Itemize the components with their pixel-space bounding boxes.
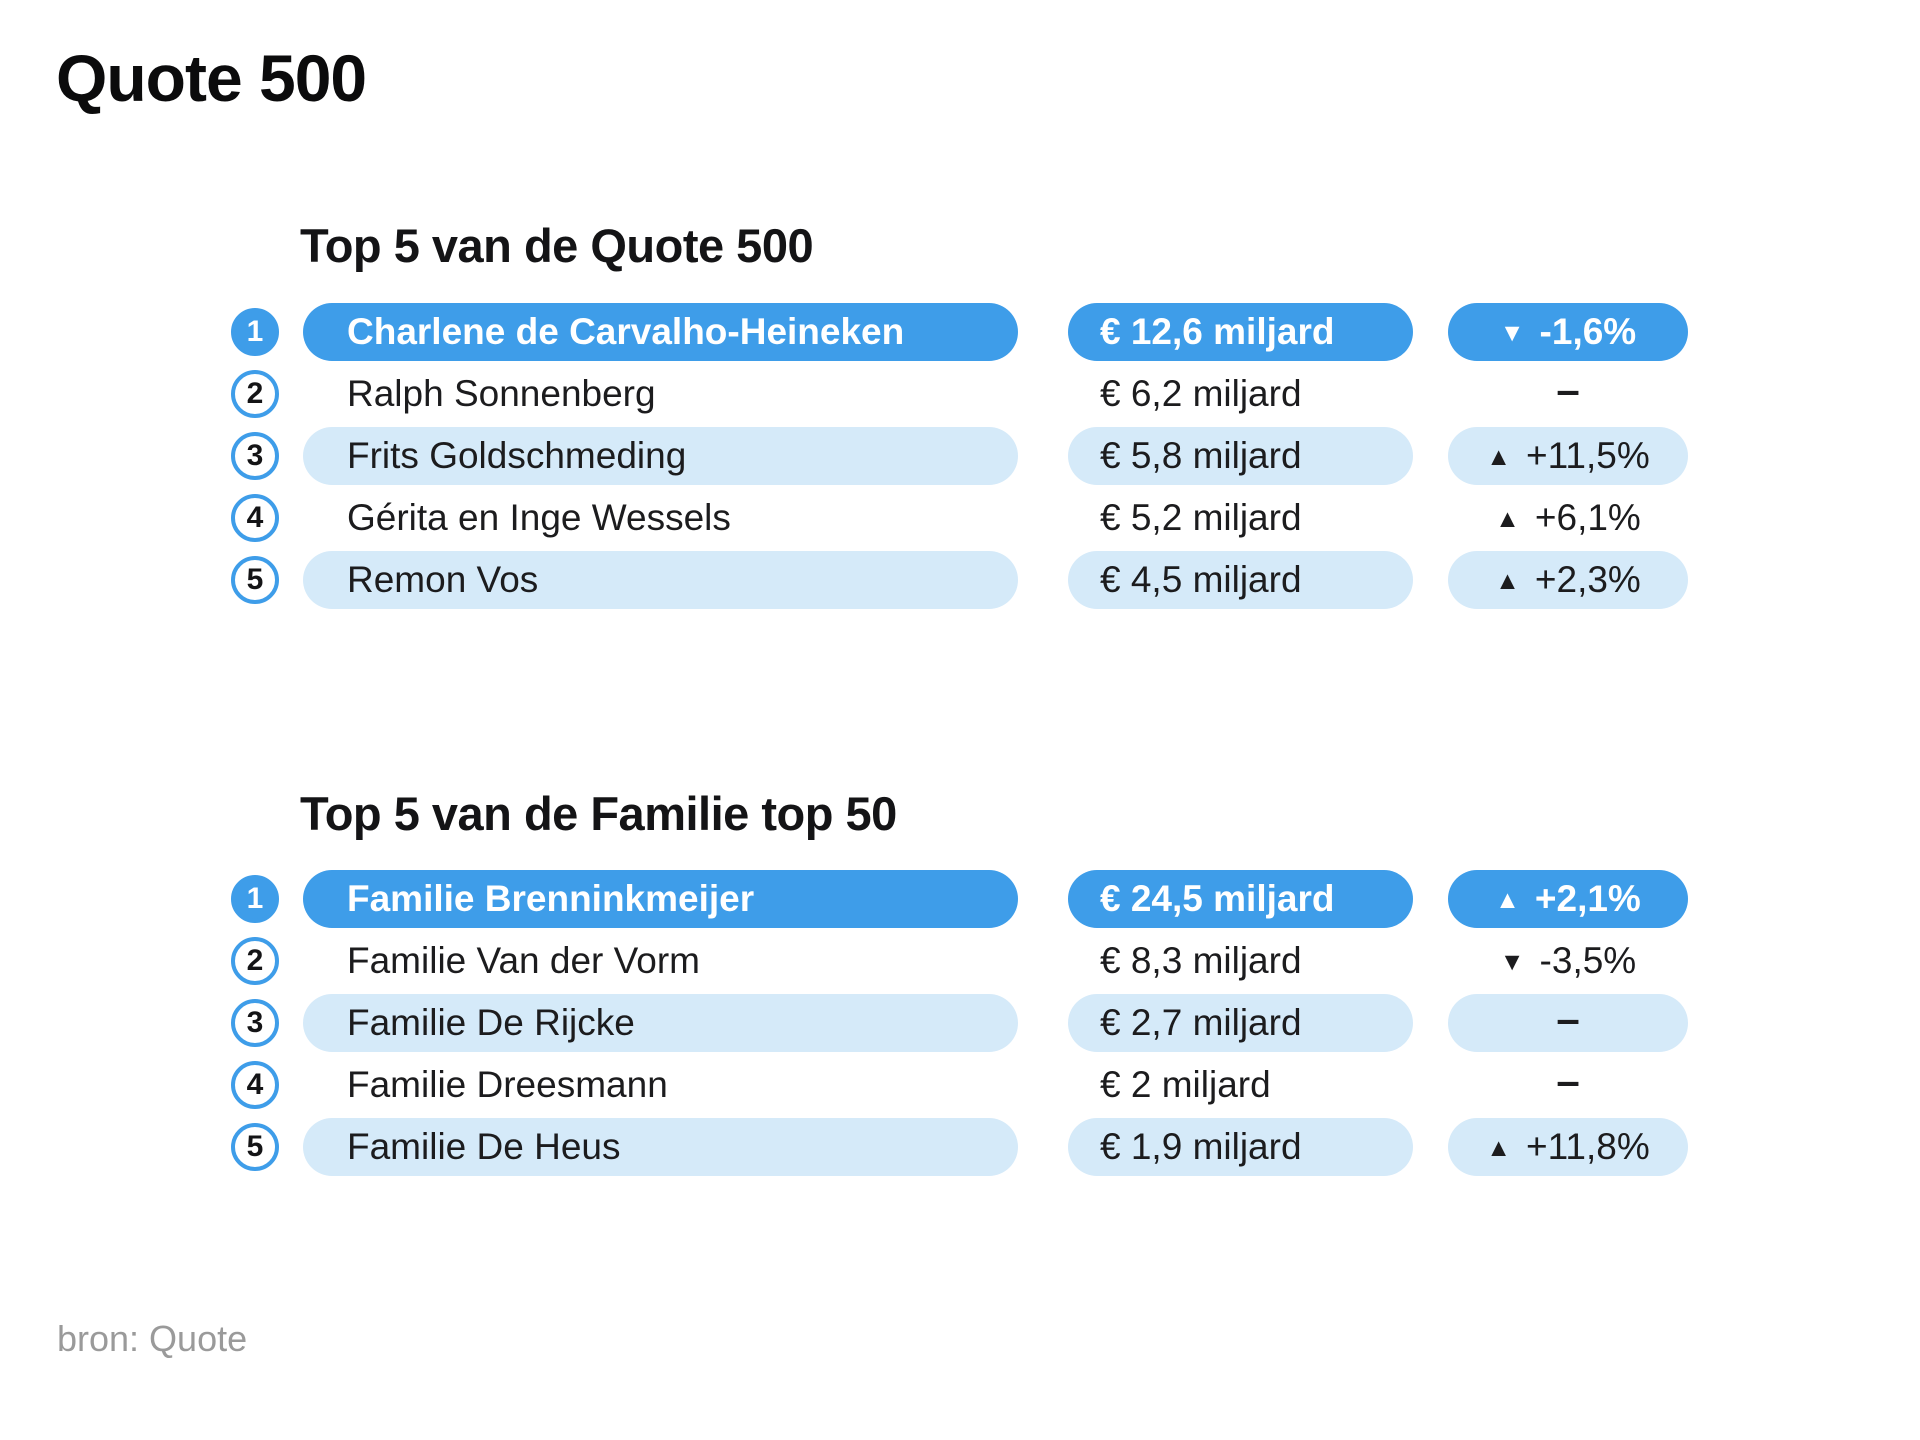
down-triangle-icon: ▼: [1499, 318, 1525, 347]
up-triangle-icon: ▲: [1495, 885, 1520, 914]
change-cell: ▲ +11,8%: [1448, 1118, 1688, 1176]
amount-cell: € 12,6 miljard: [1068, 303, 1413, 361]
ranking-row: 5 Familie De Heus € 1,9 miljard ▲ +11,8%: [231, 1118, 1688, 1176]
rank-badge: 4: [231, 1061, 279, 1109]
ranking-row: 1 Familie Brenninkmeijer € 24,5 miljard ▲ +2…: [231, 870, 1688, 928]
rank-badge: 1: [231, 308, 279, 356]
amount-cell: € 8,3 miljard: [1100, 940, 1302, 981]
ranking-row: 4 Gérita en Inge Wessels € 5,2 miljard ▲ +6,…: [231, 489, 1688, 547]
name-cell: Remon Vos: [303, 551, 1018, 609]
rank-badge: 5: [231, 556, 279, 604]
rank-badge: 2: [231, 937, 279, 985]
change-value: +11,5%: [1525, 435, 1650, 476]
amount-cell: € 5,8 miljard: [1068, 427, 1413, 485]
change-cell: ▲ +2,1%: [1448, 870, 1688, 928]
ranking-row: 3 Frits Goldschmeding € 5,8 miljard ▲ +11,5%: [231, 427, 1688, 485]
down-triangle-icon: ▼: [1499, 947, 1525, 976]
no-change-dash: –: [1556, 366, 1580, 413]
rank-badge: 4: [231, 494, 279, 542]
change-cell: ▲ +2,3%: [1448, 551, 1688, 609]
table-2-title: Top 5 van de Familie top 50: [300, 787, 897, 840]
name-cell: Gérita en Inge Wessels: [347, 497, 731, 538]
rank-badge: 1: [231, 875, 279, 923]
table-1-rows: 1 Charlene de Carvalho-Heineken € 12,6 mil…: [231, 303, 1688, 613]
change-value: -3,5%: [1539, 940, 1637, 981]
no-change-dash: –: [1556, 1057, 1580, 1104]
name-cell: Familie De Rijcke: [303, 994, 1018, 1052]
table-1-title: Top 5 van de Quote 500: [300, 219, 814, 272]
name-cell: Familie De Heus: [303, 1118, 1018, 1176]
change-value: +11,8%: [1525, 1126, 1650, 1167]
up-triangle-icon: ▲: [1486, 442, 1511, 471]
change-value: +2,3%: [1534, 559, 1641, 600]
rank-badge: 3: [231, 432, 279, 480]
amount-cell: € 1,9 miljard: [1068, 1118, 1413, 1176]
rank-badge: 2: [231, 370, 279, 418]
ranking-row: 5 Remon Vos € 4,5 miljard ▲ +2,3%: [231, 551, 1688, 609]
ranking-row: 1 Charlene de Carvalho-Heineken € 12,6 mil…: [231, 303, 1688, 361]
amount-cell: € 2,7 miljard: [1068, 994, 1413, 1052]
change-value: +2,1%: [1534, 878, 1641, 919]
rank-badge: 5: [231, 1123, 279, 1171]
rank-badge: 3: [231, 999, 279, 1047]
page-title: Quote 500: [56, 41, 367, 115]
name-cell: Ralph Sonnenberg: [347, 373, 656, 414]
ranking-row: 2 Familie Van der Vorm € 8,3 miljard ▼ -3,5%: [231, 932, 1688, 990]
change-value: -1,6%: [1539, 311, 1637, 352]
name-cell: Familie Van der Vorm: [347, 940, 700, 981]
amount-cell: € 4,5 miljard: [1068, 551, 1413, 609]
change-cell: ▼ -1,6%: [1448, 303, 1688, 361]
name-cell: Familie Dreesmann: [347, 1064, 668, 1105]
source-credit: bron: Quote: [57, 1318, 248, 1359]
change-cell: ▼ -3,5%: [1448, 932, 1688, 990]
name-cell: Frits Goldschmeding: [303, 427, 1018, 485]
change-cell: –: [1448, 365, 1688, 423]
no-change-dash: –: [1556, 995, 1580, 1042]
table-2-rows: 1 Familie Brenninkmeijer € 24,5 miljard ▲ +2…: [231, 870, 1688, 1180]
change-cell: –: [1448, 1056, 1688, 1114]
amount-cell: € 6,2 miljard: [1100, 373, 1302, 414]
ranking-row: 2 Ralph Sonnenberg € 6,2 miljard –: [231, 365, 1688, 423]
amount-cell: € 2 miljard: [1100, 1064, 1271, 1105]
change-value: +6,1%: [1534, 497, 1641, 538]
ranking-row: 3 Familie De Rijcke € 2,7 miljard –: [231, 994, 1688, 1052]
name-cell: Familie Brenninkmeijer: [303, 870, 1018, 928]
change-cell: –: [1448, 994, 1688, 1052]
change-cell: ▲ +6,1%: [1448, 489, 1688, 547]
amount-cell: € 5,2 miljard: [1100, 497, 1302, 538]
up-triangle-icon: ▲: [1495, 504, 1520, 533]
up-triangle-icon: ▲: [1486, 1133, 1511, 1162]
up-triangle-icon: ▲: [1495, 566, 1520, 595]
change-cell: ▲ +11,5%: [1448, 427, 1688, 485]
ranking-row: 4 Familie Dreesmann € 2 miljard –: [231, 1056, 1688, 1114]
name-cell: Charlene de Carvalho-Heineken: [303, 303, 1018, 361]
amount-cell: € 24,5 miljard: [1068, 870, 1413, 928]
